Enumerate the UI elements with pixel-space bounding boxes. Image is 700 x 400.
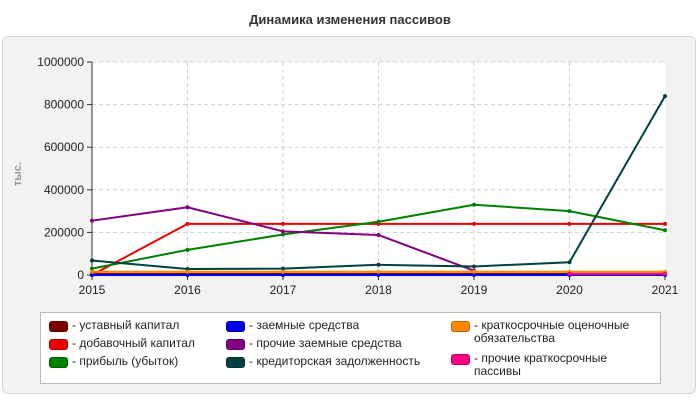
legend-swatch (49, 321, 68, 332)
data-point-1 (472, 221, 476, 226)
data-point-5 (376, 262, 381, 267)
data-point-4 (90, 218, 94, 223)
legend-item: - прибыль (убыток) (49, 355, 264, 368)
data-point-5 (472, 264, 476, 269)
data-point-6 (281, 269, 285, 274)
legend-item: - краткосрочные оценочные обязательства (451, 319, 651, 345)
legend: - уставный капитал - добавочный капитал - … (40, 312, 661, 384)
data-point-5 (185, 267, 190, 272)
data-point-2 (567, 209, 572, 214)
data-point-6 (185, 269, 190, 274)
data-point-2 (472, 202, 476, 207)
x-tick-label: 2020 (556, 283, 583, 297)
legend-item: - прочие краткосрочные пассивы (451, 352, 651, 378)
data-point-7 (567, 271, 572, 276)
legend-label: - кредиторская задолженность (249, 354, 421, 368)
x-tick-label: 2017 (270, 283, 297, 297)
data-point-3 (185, 273, 190, 277)
legend-label: - прибыль (убыток) (72, 354, 179, 368)
data-point-3 (376, 273, 381, 277)
x-tick-label: 2019 (461, 283, 488, 297)
legend-label: - уставный капитал (72, 318, 180, 332)
chart-title: Динамика изменения пассивов (249, 12, 451, 27)
data-point-3 (281, 273, 285, 277)
data-point-3 (90, 273, 94, 277)
y-tick-label: 200000 (44, 225, 84, 239)
x-tick-label: 2016 (174, 283, 201, 297)
legend-swatch (49, 339, 68, 350)
legend-item: - заемные средства (226, 319, 441, 332)
data-point-2 (376, 219, 381, 224)
data-point-5 (663, 94, 667, 99)
legend-swatch (226, 321, 245, 332)
y-tick-label: 600000 (44, 140, 84, 154)
y-tick-label: 400000 (44, 183, 84, 197)
legend-item: - добавочный капитал (49, 337, 264, 350)
legend-swatch (49, 357, 68, 368)
y-tick-label: 0 (77, 268, 84, 282)
data-point-2 (185, 247, 190, 252)
data-point-4 (281, 229, 285, 234)
data-point-4 (376, 232, 381, 237)
x-tick-label: 2015 (79, 283, 106, 297)
x-tick-label: 2021 (652, 283, 679, 297)
data-point-2 (663, 228, 667, 233)
data-point-6 (472, 269, 476, 274)
data-point-5 (90, 258, 94, 263)
legend-label: - заемные средства (249, 318, 360, 332)
legend-swatch (226, 339, 245, 350)
data-point-5 (281, 266, 285, 271)
legend-item: - уставный капитал (49, 319, 264, 332)
data-point-1 (281, 221, 285, 226)
legend-label: - прочие краткосрочные пассивы (474, 351, 608, 378)
data-point-6 (376, 269, 381, 274)
data-point-2 (90, 266, 94, 271)
y-axis-label: тыс. (12, 162, 24, 186)
data-point-1 (567, 221, 572, 226)
data-point-5 (567, 260, 572, 265)
legend-swatch (451, 321, 470, 332)
legend-label: - краткосрочные оценочные обязательства (474, 318, 630, 345)
legend-label: - добавочный капитал (72, 336, 195, 350)
data-point-2 (281, 232, 285, 237)
legend-swatch (226, 357, 245, 368)
legend-item: - прочие заемные средства (226, 337, 441, 350)
legend-label: - прочие заемные средства (249, 336, 402, 350)
legend-swatch (451, 354, 470, 365)
data-point-1 (663, 221, 667, 226)
x-tick-label: 2018 (365, 283, 392, 297)
data-point-6 (90, 269, 94, 274)
data-point-4 (185, 205, 190, 210)
data-point-3 (472, 273, 476, 277)
data-point-1 (185, 221, 190, 226)
y-tick-label: 1000000 (37, 55, 84, 69)
y-tick-label: 800000 (44, 98, 84, 112)
legend-item: - кредиторская задолженность (226, 355, 441, 368)
data-point-7 (663, 271, 667, 276)
